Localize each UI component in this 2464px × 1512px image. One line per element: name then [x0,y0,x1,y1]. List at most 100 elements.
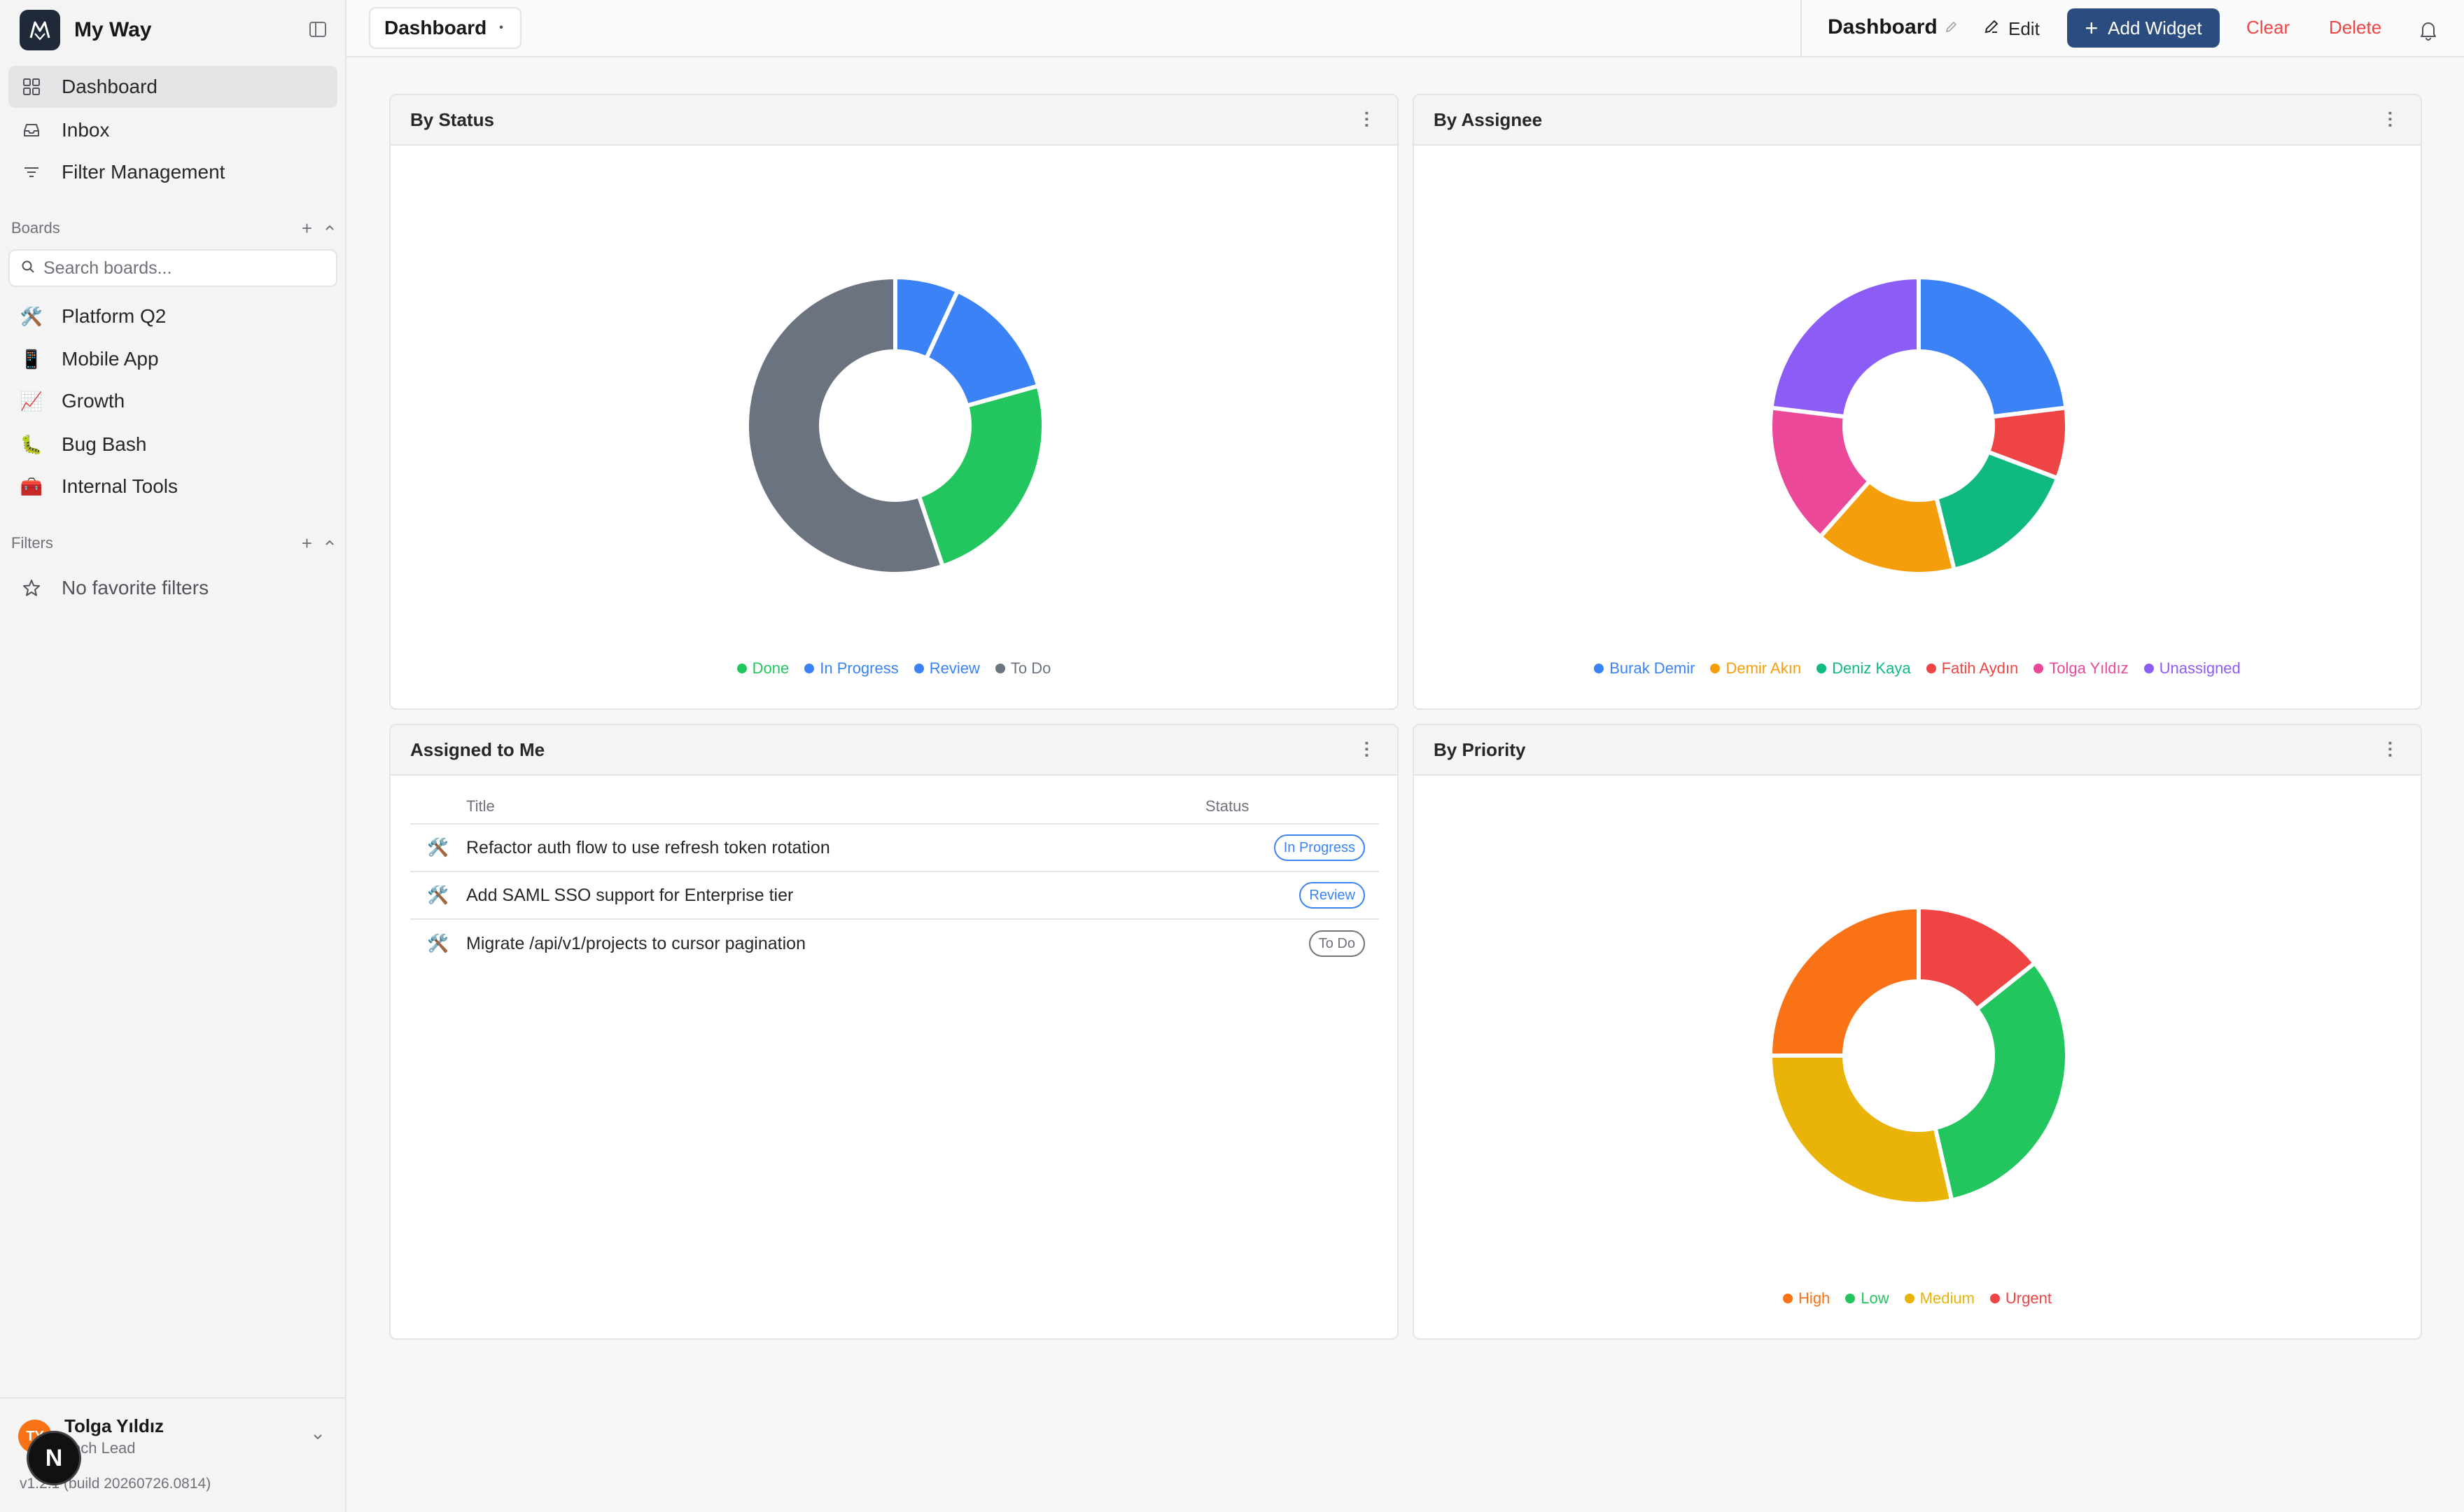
chart-legend: Burak Demir Demir Akın Deniz Kaya Fatih Ayd… [1414,659,2421,678]
delete-button[interactable]: Delete [2329,17,2382,38]
hammer-wrench-icon: 🛠️ [427,885,449,905]
board-item[interactable]: 📈 Growth [8,380,337,422]
legend-item[interactable]: Urgent [1989,1289,2052,1308]
edit-button-label: Edit [2008,18,2040,39]
more-vertical-icon[interactable]: ··· [1357,741,1378,759]
widget-header: Assigned to Me ··· [391,725,1397,776]
widget-title: By Priority [1434,738,1526,760]
more-vertical-icon[interactable]: ··· [1357,111,1378,129]
clear-button[interactable]: Clear [2246,17,2290,38]
boards-section-label: Boards [11,219,60,237]
board-item[interactable]: 🐛 Bug Bash [8,424,337,465]
issue-title[interactable]: Migrate /api/v1/projects to cursor pagin… [466,933,806,953]
issue-title[interactable]: Refactor auth flow to use refresh token … [466,837,830,858]
pencil-icon[interactable] [1945,15,1959,39]
donut-slice-to-do[interactable] [745,274,946,576]
edit-button[interactable]: Edit [1983,10,2040,48]
n-badge-icon[interactable]: N [27,1431,81,1485]
hammer-wrench-icon: 🛠️ [427,837,449,858]
legend-swatch [804,664,815,673]
dashboard-selector[interactable]: Dashboard • [369,7,522,49]
grid-icon [21,76,42,97]
more-vertical-icon[interactable]: ··· [2380,111,2401,129]
legend-item[interactable]: High [1783,1289,1830,1308]
assigned-table: Title Status 🛠️ Refactor auth flow to use… [410,790,1379,967]
bell-icon[interactable] [2418,20,2438,44]
star-icon [21,578,42,598]
sidebar-collapse-icon[interactable] [308,20,328,39]
widget-title: Assigned to Me [410,738,545,760]
divider [1800,0,1802,57]
dashboard-selector-label: Dashboard [384,17,487,38]
board-item[interactable]: 🧰 Internal Tools [8,465,337,507]
priority-donut-chart [1768,904,2069,1206]
donut-slice-done[interactable] [916,383,1046,569]
board-search-box[interactable] [8,249,337,287]
legend-label: In Progress [820,659,899,677]
legend-item[interactable]: Tolga Yıldız [2033,659,2129,678]
chart-legend: High Low Medium Urgent [1414,1289,2421,1308]
legend-item[interactable]: Done [736,659,790,678]
dashboard-title[interactable]: Dashboard [1828,15,1959,39]
legend-swatch [1710,664,1721,673]
status-badge: Review [1299,882,1365,909]
brand[interactable]: My Way [20,10,152,50]
table-row[interactable]: 🛠️ Refactor auth flow to use refresh toke… [410,825,1379,872]
nav-item-inbox[interactable]: Inbox [8,109,337,151]
add-board-icon[interactable]: + [301,217,312,239]
board-search-input[interactable] [43,258,323,279]
legend-item[interactable]: Deniz Kaya [1816,659,1911,678]
donut-slice-deniz-kaya[interactable] [1933,449,2061,573]
legend-item[interactable]: Demir Akın [1710,659,1801,678]
legend-label: Fatih Aydın [1941,659,2019,677]
legend-item[interactable]: Burak Demir [1594,659,1695,678]
toolbox-icon: 🧰 [20,475,43,497]
legend-item[interactable]: Fatih Aydın [1926,659,2019,678]
collapse-boards-icon[interactable] [323,218,336,239]
table-row[interactable]: 🛠️ Add SAML SSO support for Enterprise ti… [410,872,1379,920]
table-row[interactable]: 🛠️ Migrate /api/v1/projects to cursor pag… [410,920,1379,967]
sidebar: My Way Dashboard Inbox Filter Management… [0,0,346,1512]
filter-lines-icon [21,162,42,183]
donut-slice-high[interactable] [1768,904,1921,1058]
board-label: Mobile App [62,348,159,370]
nav-item-dashboard[interactable]: Dashboard [8,66,337,108]
issue-title[interactable]: Add SAML SSO support for Enterprise tier [466,885,794,905]
legend-swatch [736,664,747,673]
legend-item[interactable]: Medium [1904,1289,1975,1308]
legend-item[interactable]: Review [913,659,980,678]
legend-swatch [1926,664,1936,673]
legend-swatch [1989,1294,2000,1303]
donut-slice-medium[interactable] [1768,1054,1954,1206]
donut-slice-demir-ak-n[interactable] [1817,478,1957,576]
legend-label: Deniz Kaya [1832,659,1911,677]
nav-item-filter-management[interactable]: Filter Management [8,151,337,193]
nav-label: Filter Management [62,161,225,183]
user-name: Tolga Yıldız [64,1415,164,1436]
board-item[interactable]: 📱 Mobile App [8,338,337,380]
more-vertical-icon[interactable]: ··· [2380,741,2401,759]
legend-item[interactable]: Low [1845,1289,1889,1308]
donut-slice-in-progress[interactable] [923,288,1041,409]
legend-item[interactable]: Unassigned [2143,659,2241,678]
donut-slice-unassigned[interactable] [1769,274,1921,419]
legend-item[interactable]: In Progress [804,659,899,678]
legend-item[interactable]: To Do [995,659,1051,678]
nav-label: Inbox [62,119,110,141]
add-filter-icon[interactable]: + [301,532,312,554]
legend-swatch [2143,664,2154,673]
donut-slice-low[interactable] [1932,960,2069,1203]
collapse-filters-icon[interactable] [323,533,336,554]
topbar: Dashboard • Dashboard Edit + Add Widget … [346,0,2464,57]
column-status: Status [1205,797,1250,815]
donut-slice-tolga-y-ld-z[interactable] [1768,405,1872,540]
legend-label: Done [752,659,790,677]
donut-slice-burak-demir[interactable] [1917,274,2068,419]
legend-swatch [995,664,1005,673]
board-item[interactable]: 🛠️ Platform Q2 [8,295,337,337]
plus-icon: + [2085,15,2099,41]
add-widget-button[interactable]: + Add Widget [2067,8,2220,48]
nav-label: Dashboard [62,76,158,97]
legend-label: Low [1861,1289,1889,1307]
chevron-down-icon[interactable] [311,1429,325,1447]
